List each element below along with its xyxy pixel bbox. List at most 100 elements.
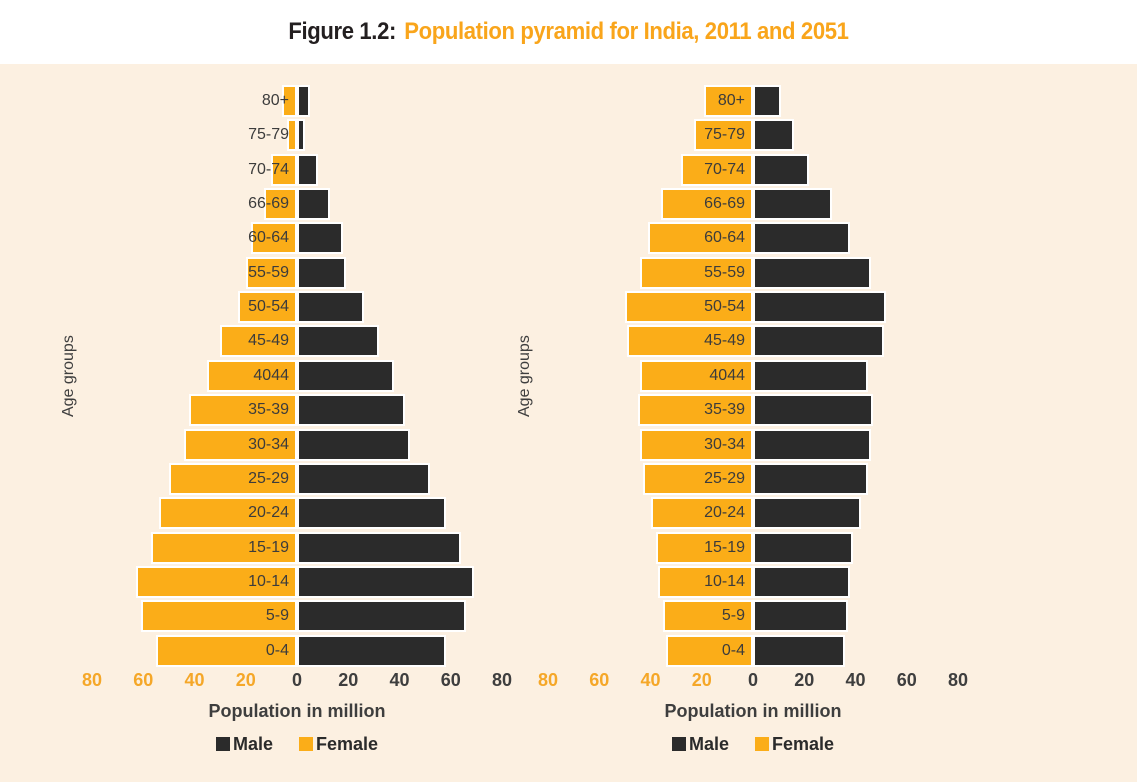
female-bar bbox=[640, 359, 753, 392]
female-bar bbox=[158, 497, 297, 530]
male-bar bbox=[297, 85, 310, 117]
pyramid-row: 15-19 bbox=[548, 531, 958, 564]
male-bar bbox=[297, 153, 318, 186]
female-bar bbox=[207, 359, 297, 392]
male-bar bbox=[753, 291, 887, 324]
male-bar bbox=[297, 634, 446, 667]
male-bar bbox=[753, 325, 884, 358]
female-bar bbox=[245, 256, 297, 289]
legend: Male Female bbox=[548, 734, 958, 754]
pyramid-2011: Age groups 80+ 75-79 70-74 66-69 60-64 55-59 5… bbox=[60, 85, 512, 775]
female-bar bbox=[704, 85, 753, 117]
pyramid-row: 45-49 bbox=[92, 325, 502, 358]
x-axis-ticks: 80 60 40 20 0 20 40 60 80 bbox=[538, 670, 968, 692]
y-axis-label: Age groups bbox=[516, 335, 533, 417]
male-bar bbox=[753, 394, 874, 427]
pyramid-row: 66-69 bbox=[92, 188, 502, 221]
male-bar bbox=[753, 531, 853, 564]
pyramid-row: 55-59 bbox=[92, 256, 502, 289]
legend-item-male: Male bbox=[671, 733, 729, 755]
legend-male-label: Male bbox=[688, 733, 729, 754]
pyramid-row: 80+ bbox=[92, 85, 502, 117]
male-bar bbox=[753, 256, 871, 289]
male-bar bbox=[297, 359, 395, 392]
x-tick-label: 40 bbox=[389, 670, 410, 690]
male-bar bbox=[297, 497, 446, 530]
male-bar bbox=[753, 85, 782, 117]
pyramid-row: 70-74 bbox=[548, 153, 958, 186]
male-bar bbox=[297, 531, 461, 564]
legend-female-label: Female bbox=[315, 733, 379, 754]
female-bar bbox=[627, 325, 753, 358]
female-bar bbox=[665, 634, 753, 667]
pyramid-2051: Age groups 80+ 75-79 70-74 66-69 60-64 55-59 5… bbox=[516, 85, 968, 775]
male-bar bbox=[753, 462, 869, 495]
x-tick-label: 40 bbox=[640, 670, 661, 690]
pyramid-row: 4044 bbox=[92, 359, 502, 392]
male-bar bbox=[753, 634, 846, 667]
male-bar bbox=[297, 462, 431, 495]
pyramid-row: 5-9 bbox=[92, 600, 502, 633]
female-bar bbox=[238, 291, 297, 324]
male-bar bbox=[297, 119, 305, 152]
male-bar bbox=[753, 153, 810, 186]
female-bar bbox=[640, 256, 753, 289]
age-group-label: 66-69 bbox=[248, 195, 289, 213]
female-bar bbox=[135, 565, 297, 598]
x-tick-label: 0 bbox=[291, 670, 303, 690]
male-bar bbox=[297, 325, 379, 358]
female-bar bbox=[168, 462, 297, 495]
figure-number: Figure 1.2: bbox=[288, 18, 396, 45]
x-tick-label: 20 bbox=[235, 670, 256, 690]
male-bar bbox=[297, 222, 344, 255]
male-swatch-icon bbox=[671, 737, 686, 751]
age-group-label: 75-79 bbox=[248, 126, 289, 144]
male-bar bbox=[297, 291, 364, 324]
female-bar bbox=[655, 531, 753, 564]
pyramid-row: 50-54 bbox=[548, 291, 958, 324]
bars-area: 80+ 75-79 70-74 66-69 60-64 55-59 50-54 45-49 40… bbox=[92, 85, 502, 667]
legend-female-label: Female bbox=[771, 733, 835, 754]
pyramid-row: 30-34 bbox=[92, 428, 502, 461]
male-bar bbox=[753, 600, 848, 633]
female-bar bbox=[642, 462, 753, 495]
y-axis-label: Age groups bbox=[60, 335, 77, 417]
figure-title-band: Figure 1.2: Population pyramid for India,… bbox=[0, 0, 1137, 64]
x-tick-label: 40 bbox=[845, 670, 866, 690]
pyramid-row: 70-74 bbox=[92, 153, 502, 186]
female-bar bbox=[281, 85, 297, 117]
pyramid-row: 55-59 bbox=[548, 256, 958, 289]
legend-item-female: Female bbox=[754, 733, 835, 755]
female-bar bbox=[637, 394, 753, 427]
female-bar bbox=[140, 600, 297, 633]
x-tick-label: 80 bbox=[81, 670, 103, 690]
pyramid-row: 4044 bbox=[548, 359, 958, 392]
female-bar bbox=[640, 428, 753, 461]
female-swatch-icon bbox=[754, 737, 769, 751]
pyramid-row: 0-4 bbox=[548, 634, 958, 667]
x-axis-label: Population in million bbox=[208, 701, 386, 721]
x-tick-label: 0 bbox=[747, 670, 759, 690]
pyramid-row: 30-34 bbox=[548, 428, 958, 461]
legend-item-female: Female bbox=[298, 733, 379, 755]
male-bar bbox=[297, 188, 331, 221]
pyramid-row: 10-14 bbox=[92, 565, 502, 598]
age-group-label: 70-74 bbox=[248, 160, 289, 178]
x-tick-label: 20 bbox=[794, 670, 815, 690]
pyramid-row: 50-54 bbox=[92, 291, 502, 324]
male-bar bbox=[753, 359, 869, 392]
male-bar bbox=[753, 222, 851, 255]
x-tick-label: 60 bbox=[133, 670, 154, 690]
legend-male-label: Male bbox=[232, 733, 273, 754]
female-swatch-icon bbox=[298, 737, 313, 751]
figure-title-text: Population pyramid for India, 2011 and 2… bbox=[404, 18, 849, 45]
pyramid-row: 25-29 bbox=[92, 462, 502, 495]
male-bar bbox=[297, 394, 405, 427]
male-bar bbox=[753, 497, 861, 530]
pyramid-row: 25-29 bbox=[548, 462, 958, 495]
legend: Male Female bbox=[92, 734, 502, 754]
x-tick-label: 80 bbox=[537, 670, 559, 690]
x-axis-label: Population in million bbox=[664, 701, 842, 721]
pyramid-row: 0-4 bbox=[92, 634, 502, 667]
